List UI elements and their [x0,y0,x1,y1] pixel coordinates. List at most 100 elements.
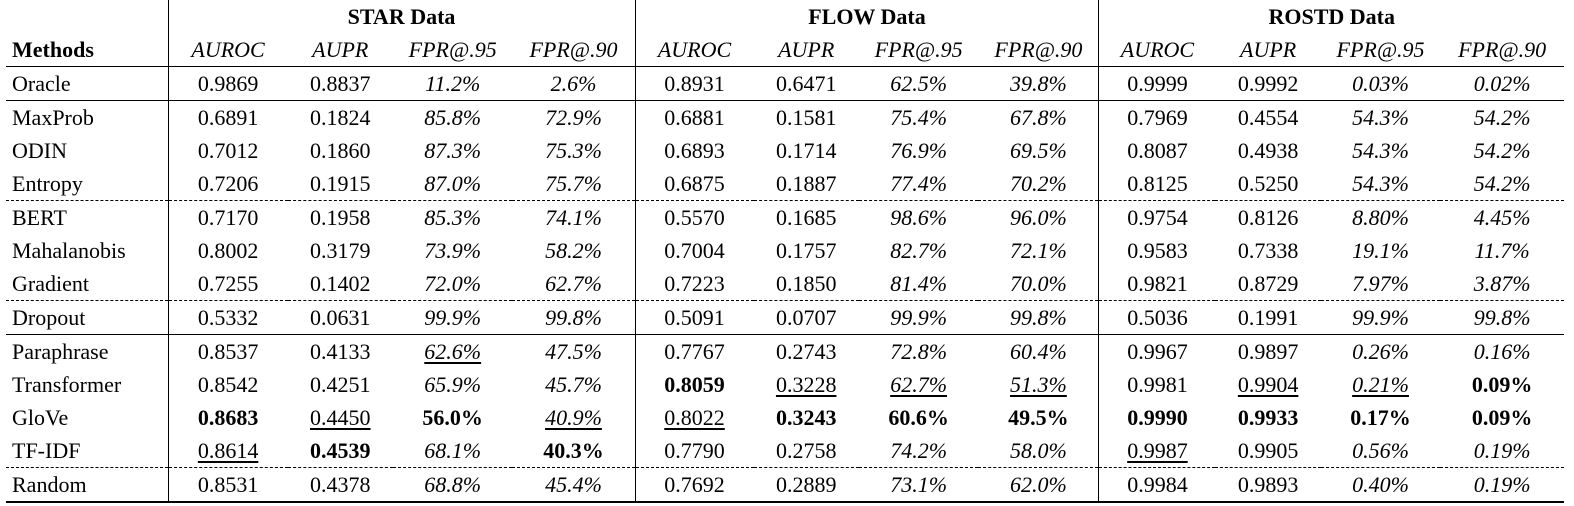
table-cell: 0.9992 [1215,66,1321,101]
group-header-star: STAR Data [167,0,636,33]
method-name: TF-IDF [12,437,81,463]
table-row: TF-IDF 0.8614 0.4539 68.1% 40.3% 0.7790 0.2758… [6,434,1564,468]
table-row: GloVe 0.8683 0.4450 56.0% 40.9% 0.8022 0.3243 6… [6,401,1564,434]
table-cell: 75.4% [858,100,979,134]
table-cell: 72.8% [858,334,979,368]
table-cell: 0.9893 [1215,467,1321,503]
table-cell: 0.9754 [1098,200,1216,234]
table-row: Entropy 0.7206 0.1915 87.0% 75.7% 0.6875 0.188… [6,167,1564,201]
table-cell: 67.8% [978,100,1099,134]
table-cell: 0.6881 [634,100,754,134]
metric-header: AUROC [634,33,754,67]
table-row: Paraphrase 0.8537 0.4133 62.6% 47.5% 0.7767 0.… [6,334,1564,368]
table-cell: 0.4554 [1215,100,1321,134]
table-cell: 70.0% [1010,270,1067,296]
table-cell: 0.7004 [634,234,754,267]
table-cell: 0.1958 [287,200,393,234]
table-cell: 76.9% [890,137,948,163]
group-header-row: STAR Data FLOW Data ROSTD Data [6,0,1564,33]
table-cell: 0.1991 [1215,300,1321,335]
table-cell: 54.2% [1473,170,1531,196]
method-name: Entropy [12,170,83,196]
table-cell: 0.5091 [634,300,754,335]
table-cell: 0.21% [1352,371,1409,397]
table-cell: 51.3% [1010,371,1067,397]
table-cell: 62.0% [978,467,1099,503]
table-cell: 0.1915 [310,170,371,196]
method-name: BERT [6,200,169,234]
table-cell: 0.1757 [775,237,837,263]
table-cell: 0.1860 [310,137,371,163]
metric-header: FPR@.95 [408,36,497,62]
table-cell: 0.6891 [167,100,288,134]
table-cell: 85.8% [392,100,513,134]
table-cell: 0.5332 [167,300,288,335]
table-cell: 0.2743 [753,334,859,368]
table-cell: 0.1714 [775,137,837,163]
table-cell: 54.3% [1352,137,1409,163]
table-cell: 0.7692 [634,467,754,503]
methods-header: Methods [12,36,94,62]
table-cell: 40.3% [543,437,604,463]
metric-header: FPR@.95 [874,36,963,62]
table-cell: 0.4133 [287,334,393,368]
table-cell: 47.5% [512,334,636,368]
table-cell: 72.0% [424,270,482,296]
table-row: Mahalanobis 0.8002 0.3179 73.9% 58.2% 0.7004 0… [6,234,1564,267]
table-cell: 73.1% [858,467,979,503]
table-cell: 0.5570 [634,200,754,234]
metric-header: AUPR [1240,36,1297,62]
table-cell: 39.8% [978,66,1099,101]
table-cell: 60.4% [978,334,1099,368]
table-cell: 0.1887 [775,170,837,196]
method-name: Random [6,467,169,503]
results-table-container: STAR Data FLOW Data ROSTD Data Methods A… [6,0,1564,503]
table-cell: 58.2% [545,237,602,263]
table-cell: 0.5250 [1237,170,1299,196]
table-cell: 0.7767 [634,334,754,368]
table-cell: 0.9987 [1098,434,1216,468]
table-cell: 0.7790 [634,434,754,468]
table-cell: 0.7206 [167,167,288,201]
table-cell: 99.8% [978,300,1099,335]
table-cell: 0.9869 [167,66,288,101]
results-table: STAR Data FLOW Data ROSTD Data Methods A… [6,0,1564,503]
table-cell: 19.1% [1352,237,1409,263]
table-cell: 69.5% [1010,137,1067,163]
table-cell: 0.1824 [287,100,393,134]
table-cell: 0.19% [1440,467,1564,503]
table-cell: 0.8614 [167,434,288,468]
table-cell: 62.7% [545,270,602,296]
method-name: MaxProb [6,100,169,134]
table-cell: 99.8% [1440,300,1564,335]
table-cell: 60.6% [888,404,949,430]
table-cell: 0.9999 [1098,66,1216,101]
header-blank [6,0,168,33]
table-row: Gradient 0.7255 0.1402 72.0% 62.7% 0.7223 0.18… [6,267,1564,301]
table-cell: 54.3% [1352,170,1409,196]
table-cell: 0.26% [1320,334,1441,368]
metric-header-row: Methods AUROC AUPR FPR@.95 FPR@.90 AUROC… [6,33,1564,67]
table-cell: 0.3228 [775,371,837,397]
method-name: Transformer [12,371,122,397]
table-row: ODIN 0.7012 0.1860 87.3% 75.3% 0.6893 0.1714 76… [6,134,1564,167]
table-row: Dropout 0.5332 0.0631 99.9% 99.8% 0.5091 0.070… [6,300,1564,335]
table-cell: 99.9% [1320,300,1441,335]
table-cell: 3.87% [1473,270,1531,296]
table-cell: 72.9% [512,100,636,134]
table-cell: 0.3243 [775,404,837,430]
table-cell: 0.1685 [753,200,859,234]
table-cell: 0.8683 [167,401,288,434]
table-cell: 8.80% [1320,200,1441,234]
table-cell: 62.6% [392,334,513,368]
table-cell: 0.9905 [1237,437,1299,463]
table-cell: 0.09% [1471,404,1533,430]
table-cell: 0.7012 [167,134,288,167]
metric-header: FPR@.90 [1458,36,1547,62]
table-cell: 0.6875 [634,167,754,201]
method-name: Mahalanobis [12,237,126,263]
group-header-rostd: ROSTD Data [1098,0,1564,33]
table-cell: 62.7% [890,371,948,397]
table-cell: 0.4251 [310,371,371,397]
table-cell: 0.9990 [1098,401,1216,434]
